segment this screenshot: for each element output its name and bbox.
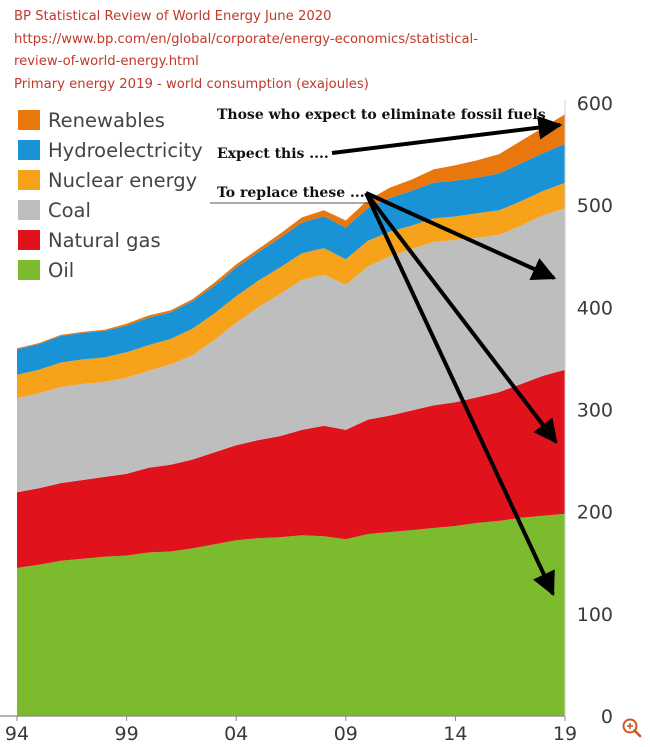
y-tick-label: 500 [577, 195, 613, 217]
x-tick-label: 09 [334, 723, 358, 745]
area-coal [17, 208, 565, 493]
legend-label-coal: Coal [48, 199, 91, 222]
legend-label-hydroelectricity: Hydroelectricity [48, 139, 203, 162]
y-tick-label: 100 [577, 604, 613, 626]
axes: 0 100 200 300 400 500 600 94 99 04 09 14 19 [0, 93, 613, 745]
annotation-bg-expect [212, 142, 330, 164]
y-tick-label: 300 [577, 400, 613, 422]
legend-label-renewables: Renewables [48, 109, 165, 132]
chart-subtitle: Primary energy 2019 - world consumption … [14, 76, 369, 92]
legend-label-natural-gas: Natural gas [48, 229, 161, 252]
zoom-in-icon[interactable] [621, 717, 643, 739]
legend-label-nuclear-energy: Nuclear energy [48, 169, 197, 192]
annotations: Those who expect to eliminate fossil fue… [210, 103, 563, 597]
y-tick-label: 0 [601, 706, 613, 728]
arrow-to-oil [364, 192, 555, 597]
x-tick-label: 94 [5, 723, 29, 745]
annotation-replace: To replace these .... [217, 185, 370, 201]
source-url-line-2[interactable]: review-of-world-energy.html [14, 54, 199, 69]
annotation-bg-replace [212, 180, 369, 202]
annotation-expect: Expect this .... [217, 146, 329, 162]
source-url-line-1[interactable]: https://www.bp.com/en/global/corporate/e… [14, 31, 478, 47]
header: BP Statistical Review of World Energy Ju… [14, 6, 634, 96]
source-title: BP Statistical Review of World Energy Ju… [14, 9, 332, 24]
x-tick-label: 14 [443, 723, 467, 745]
area-natural-gas [17, 369, 565, 568]
x-tick-label: 99 [115, 723, 139, 745]
legend-swatch-nuclear-energy [18, 170, 40, 190]
annotation-eliminate: Those who expect to eliminate fossil fue… [217, 107, 546, 123]
legend-label-oil: Oil [48, 259, 74, 282]
legend-swatch-renewables [18, 110, 40, 130]
legend-swatch-coal [18, 200, 40, 220]
area-oil [17, 513, 565, 716]
legend: Renewables Hydroelectricity Nuclear energy… [18, 109, 203, 282]
area-layers [17, 114, 565, 716]
legend-swatch-oil [18, 260, 40, 280]
area-nuclear-energy [17, 182, 565, 399]
arrow-to-natural-gas [364, 191, 558, 444]
x-tick-label: 04 [224, 723, 248, 745]
y-tick-label: 600 [577, 93, 613, 115]
y-tick-label: 200 [577, 502, 613, 524]
area-renewables [17, 114, 565, 350]
arrow-to-renewables [331, 115, 563, 155]
area-hydroelectricity [17, 143, 565, 375]
legend-swatch-hydroelectricity [18, 140, 40, 160]
annotation-bg-eliminate [212, 103, 554, 126]
x-tick-label: 19 [553, 723, 577, 745]
y-tick-label: 400 [577, 297, 613, 319]
arrow-to-coal [365, 191, 557, 281]
legend-swatch-natural-gas [18, 230, 40, 250]
